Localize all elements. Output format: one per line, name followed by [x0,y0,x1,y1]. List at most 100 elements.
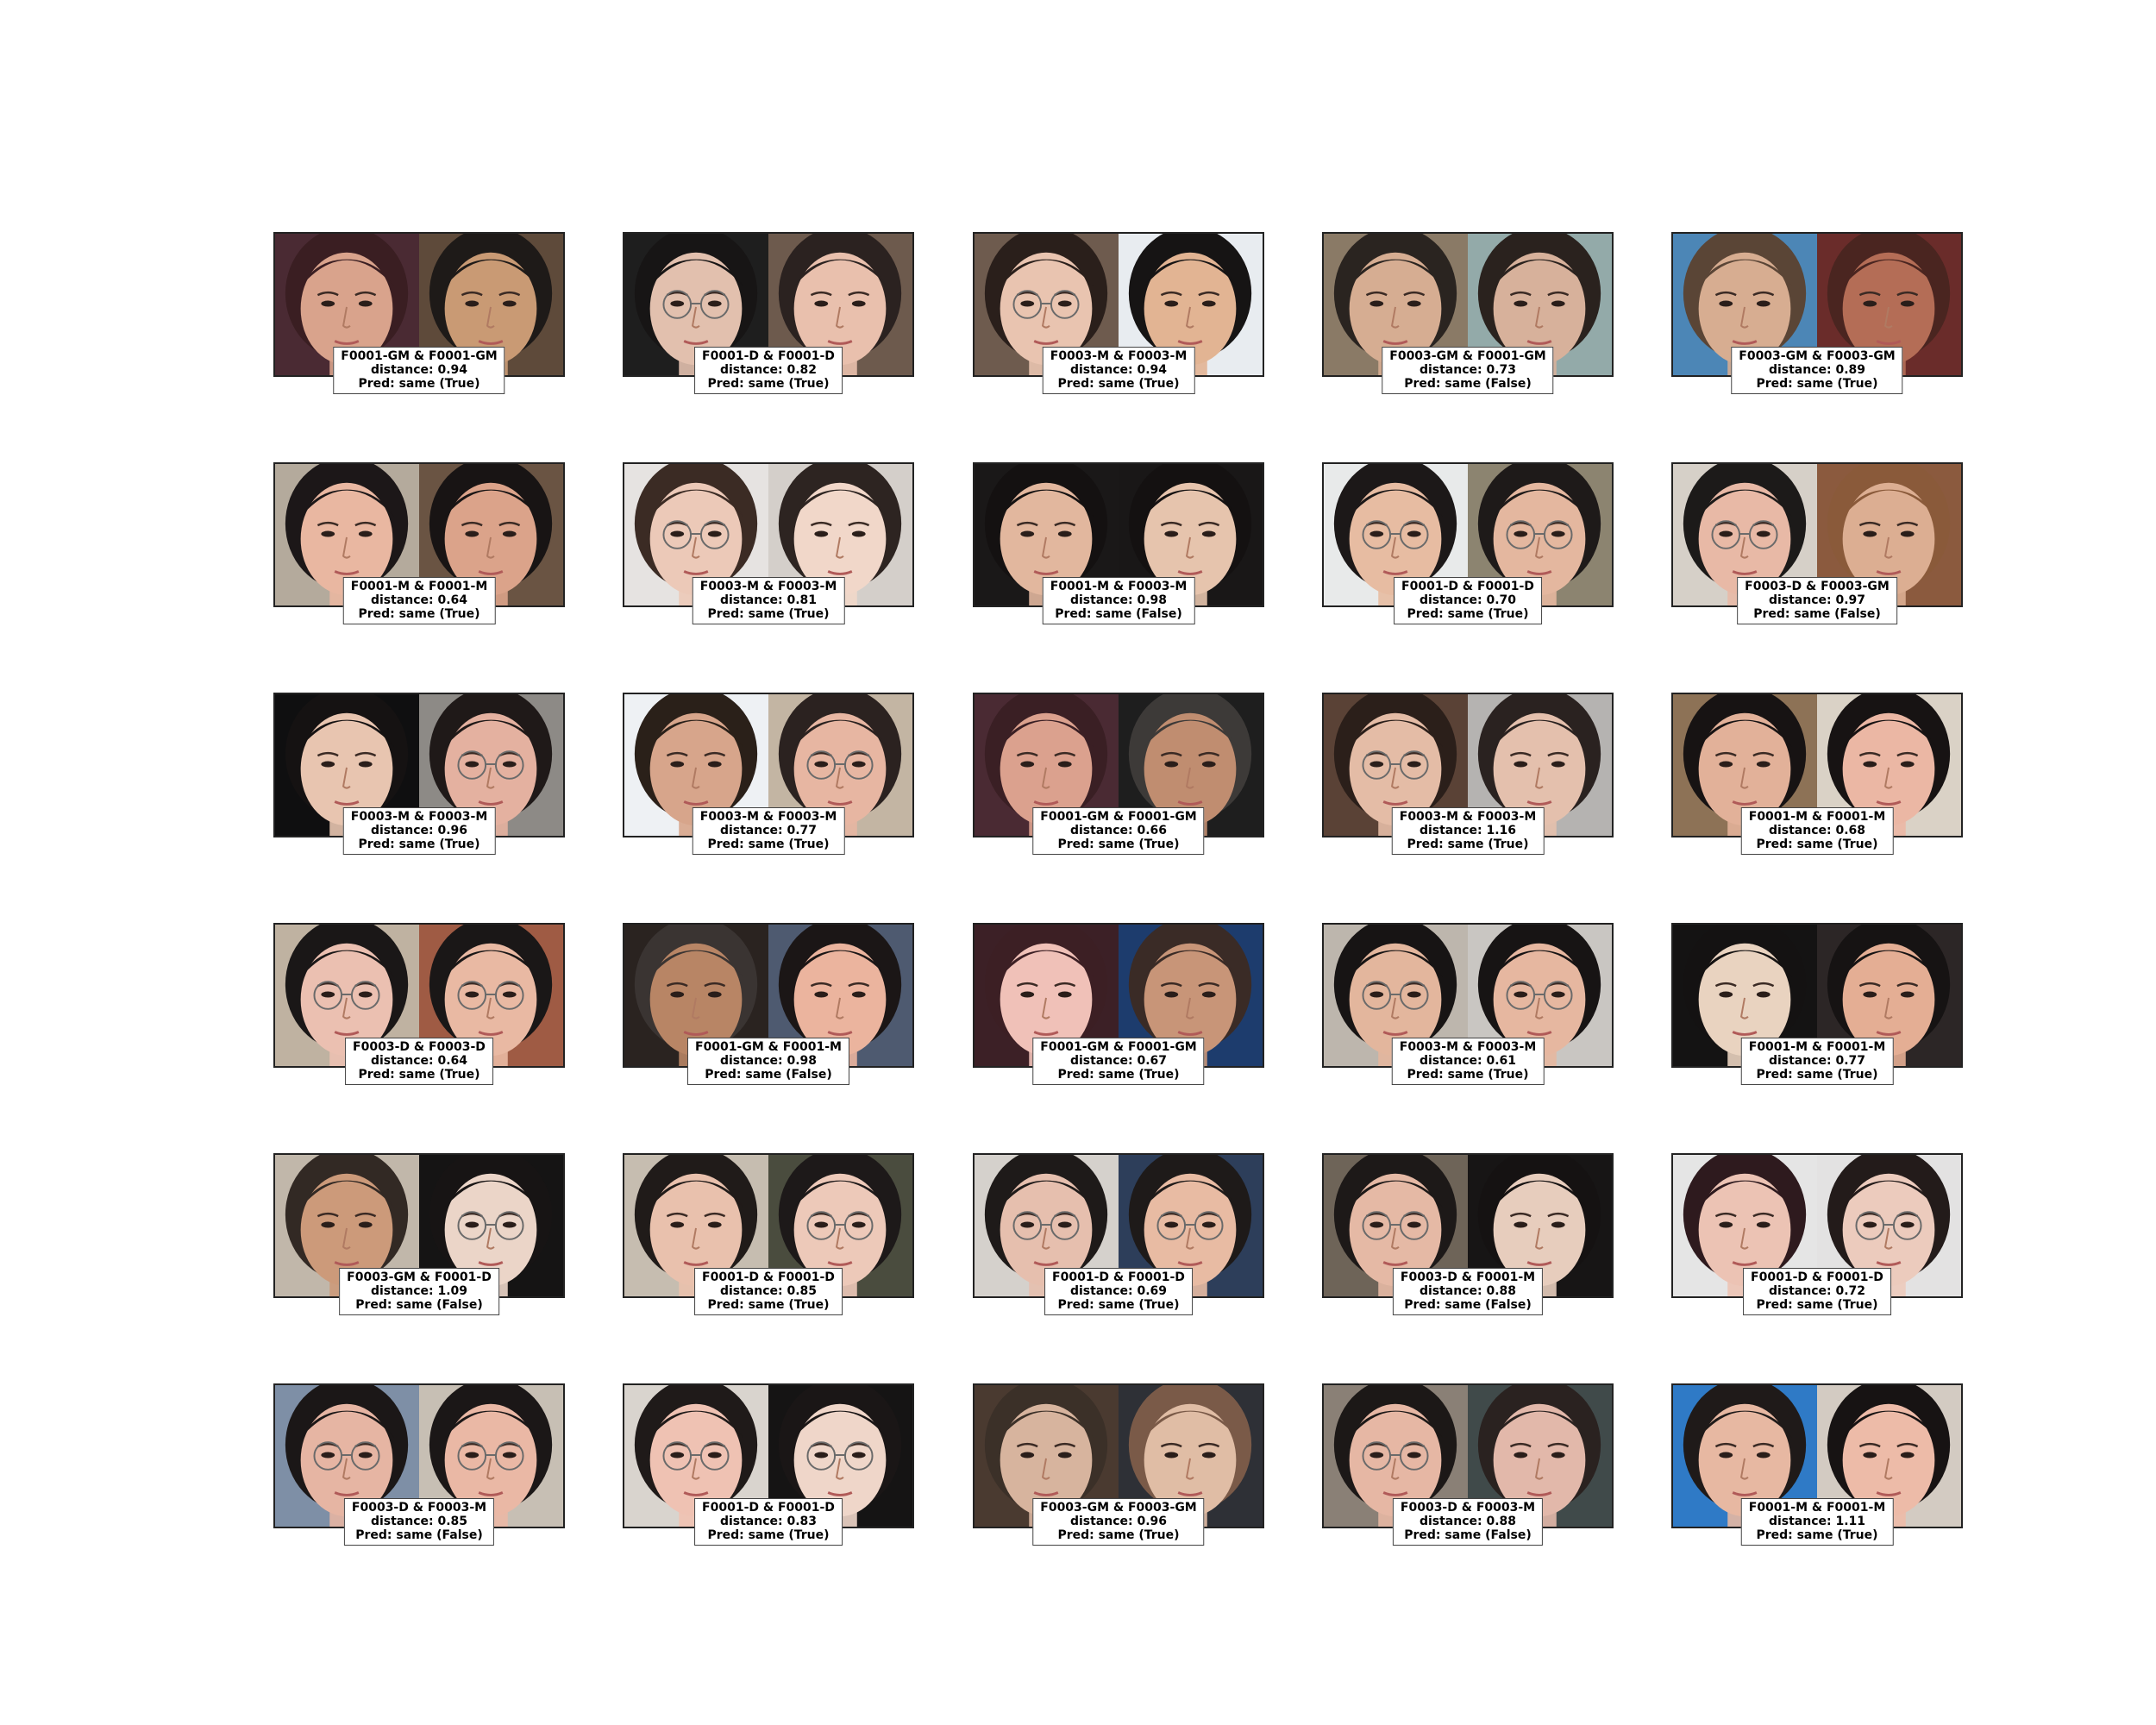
prediction-text: Pred: same (True) [1756,377,1878,391]
face-photo-illustration [1119,464,1263,605]
distance-text: distance: 0.85 [719,1284,818,1298]
face-photo-illustration [275,234,419,375]
prediction-value: same [1095,607,1132,621]
distance-text: distance: 0.68 [1768,824,1866,837]
face-photo-illustration [975,464,1119,605]
left-face-photo [624,1385,768,1527]
prediction-value: same [398,377,436,391]
pair-ids-text: F0003-D & F0003-M [351,1501,487,1515]
face-photo-illustration [624,1385,768,1527]
distance-text: distance: 0.88 [1419,1284,1517,1298]
pair-info-label: F0001-D & F0001-D distance: 0.70 Pred: sam… [1394,577,1542,624]
pair-ids-text: F0001-D & F0001-D [1052,1270,1185,1284]
face-photo-illustration [419,1385,563,1527]
prediction-value: same [1796,1528,1833,1542]
prediction-text: Pred: same (True) [1407,837,1529,851]
correctness-value: True [1144,837,1175,851]
pair-ids-text: F0001-D & F0001-D [702,1501,835,1515]
distance-value: 0.64 [437,593,468,607]
pair-ids-text: F0001-D & F0001-D [702,1270,835,1284]
distance-value: 0.67 [1137,1054,1168,1068]
pair-ids-text: F0001-GM & F0001-GM [1040,1040,1197,1054]
prediction-value: same [1796,837,1833,851]
face-pair-panel: F0001-D & F0001-D distance: 0.70 Pred: sam… [1322,462,1614,624]
pair-ids-text: F0001-M & F0003-M [1050,580,1188,593]
face-pair-panel: F0003-M & F0003-M distance: 0.96 Pred: sam… [273,693,565,855]
prediction-text: Pred: same (True) [1407,1068,1529,1082]
prediction-value: same [1447,1068,1484,1082]
pair-info-label: F0003-M & F0003-M distance: 1.16 Pred: sam… [1391,807,1545,855]
prediction-value: same [748,1528,785,1542]
correctness-value: True [1842,1528,1873,1542]
face-photo-illustration [275,1155,419,1296]
pair-info-label: F0003-D & F0001-M distance: 0.88 Pred: sam… [1392,1268,1544,1315]
face-pair-panel: F0003-D & F0001-M distance: 0.88 Pred: sam… [1322,1153,1614,1315]
pair-ids-text: F0001-GM & F0001-GM [1040,810,1197,824]
prediction-value: same [398,1068,436,1082]
left-face-photo [1324,694,1468,836]
correctness-value: True [1144,1068,1175,1082]
pair-ids-text: F0001-M & F0001-M [1748,810,1886,824]
correctness-value: False [791,1068,827,1082]
face-pair-panel: F0003-D & F0003-GM distance: 0.97 Pred: sa… [1671,462,1963,624]
prediction-value: same [1445,1528,1482,1542]
pair-ids-text: F0003-D & F0003-D [353,1040,486,1054]
prediction-text: Pred: same (True) [358,607,480,621]
distance-value: 0.97 [1835,593,1866,607]
face-photo-illustration [768,694,912,836]
distance-text: distance: 0.88 [1419,1515,1517,1528]
distance-text: distance: 0.94 [1069,363,1168,377]
prediction-text: Pred: same (True) [1756,1298,1878,1312]
pair-info-label: F0001-D & F0001-D distance: 0.82 Pred: sam… [694,347,843,394]
prediction-value: same [1445,377,1482,391]
prediction-value: same [1098,377,1135,391]
distance-text: distance: 0.81 [719,593,818,607]
correctness-value: True [1842,377,1873,391]
pair-info-label: F0003-D & F0003-D distance: 0.64 Pred: sam… [345,1038,493,1085]
distance-text: distance: 0.64 [370,1054,468,1068]
right-face-photo [1119,925,1263,1066]
distance-value: 0.83 [787,1515,818,1528]
prediction-text: Pred: same (True) [707,607,830,621]
correctness-value: True [444,1068,475,1082]
distance-value: 0.66 [1137,824,1168,837]
distance-value: 0.61 [1486,1054,1517,1068]
face-pair-panel: F0003-GM & F0001-GM distance: 0.73 Pred: s… [1322,232,1614,394]
prediction-value: same [1098,837,1135,851]
prediction-value: same [1794,607,1831,621]
prediction-value: same [748,1298,785,1312]
correctness-value: False [442,1528,478,1542]
prediction-value: same [748,837,785,851]
prediction-text: Pred: same (True) [358,837,480,851]
pair-info-label: F0001-GM & F0001-GM distance: 0.94 Pred: s… [333,347,505,394]
pair-info-label: F0001-D & F0001-D distance: 0.72 Pred: sam… [1743,1268,1891,1315]
distance-value: 0.89 [1835,363,1866,377]
prediction-text: Pred: same (False) [1404,1298,1532,1312]
distance-text: distance: 0.72 [1768,1284,1866,1298]
prediction-text: Pred: same (False) [705,1068,832,1082]
prediction-text: Pred: same (True) [1057,1298,1180,1312]
right-face-photo [419,234,563,375]
pair-ids-text: F0001-M & F0001-M [350,580,488,593]
prediction-value: same [748,607,785,621]
prediction-text: Pred: same (True) [707,1528,830,1542]
face-pair-panel: F0001-M & F0001-M distance: 0.64 Pred: sam… [273,462,565,624]
prediction-value: same [1796,1298,1833,1312]
prediction-text: Pred: same (False) [1753,607,1881,621]
pair-ids-text: F0003-M & F0003-M [350,810,488,824]
face-photo-illustration [768,234,912,375]
face-pair-panel: F0003-M & F0003-M distance: 1.16 Pred: sam… [1322,693,1614,855]
pair-ids-text: F0003-D & F0003-M [1400,1501,1536,1515]
prediction-value: same [1098,1068,1135,1082]
face-photo-illustration [624,1155,768,1296]
left-face-photo [1324,1385,1468,1527]
correctness-value: True [444,377,475,391]
distance-value: 1.11 [1835,1515,1866,1528]
face-pair-panel: F0001-D & F0001-D distance: 0.83 Pred: sam… [623,1383,914,1546]
distance-text: distance: 0.97 [1768,593,1866,607]
pair-info-label: F0001-GM & F0001-GM distance: 0.66 Pred: s… [1032,807,1205,855]
distance-text: distance: 1.16 [1419,824,1517,837]
distance-text: distance: 0.77 [719,824,818,837]
distance-text: distance: 0.94 [370,363,468,377]
